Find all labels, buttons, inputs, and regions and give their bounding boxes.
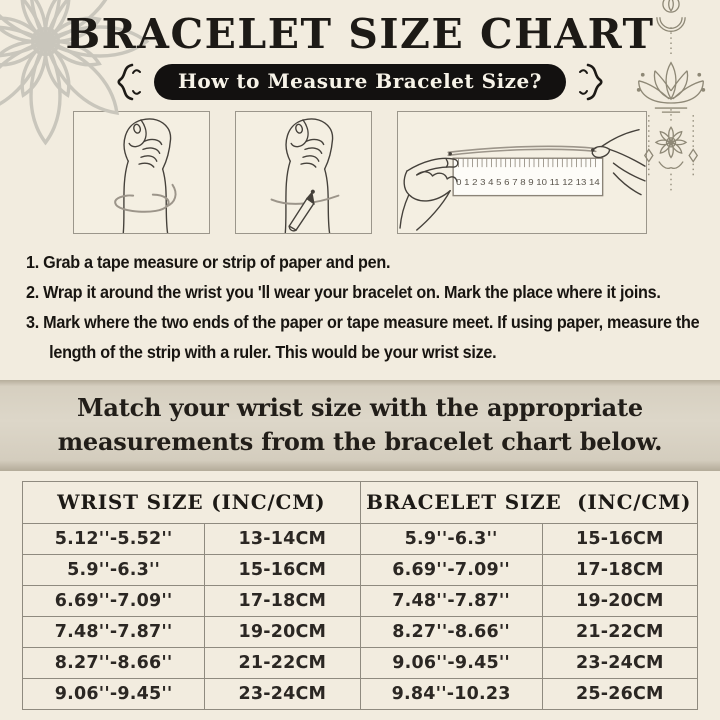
ruler-numbers: 0 1 2 3 4 5 6 7 8 9 10 11 12 13 14: [456, 177, 600, 187]
table-row: 5.12''-5.52'' 13-14CM 5.9''-6.3'' 15-16C…: [21, 522, 699, 555]
bracelet-inches-cell: 9.84''-10.23: [359, 677, 543, 710]
wrist-inches-cell: 6.69''-7.09'': [21, 584, 206, 617]
table-row: 6.69''-7.09'' 17-18CM 7.48''-7.87'' 19-2…: [21, 584, 699, 617]
pen-icon: [288, 191, 315, 232]
table-row: 9.06''-9.45'' 23-24CM 9.84''-10.23 25-26…: [21, 677, 699, 710]
bracelet-cm-cell: 19-20CM: [541, 584, 699, 617]
bracelet-cm-cell: 23-24CM: [541, 646, 699, 679]
wrist-cm-cell: 23-24CM: [204, 677, 361, 710]
left-hand: [399, 157, 459, 231]
lotus-hanging-ornament-icon: [636, 0, 706, 194]
how-to-measure-badge: How to Measure Bracelet Size?: [154, 64, 566, 101]
step-text: Mark where the two ends of the paper or …: [43, 312, 700, 363]
wrist-inches-cell: 8.27''-8.66'': [21, 646, 206, 679]
bracelet-inches-cell: 6.69''-7.09'': [359, 553, 543, 586]
wrap-tape-around-wrist-illustration: [73, 111, 210, 235]
wrist-cm-cell: 19-20CM: [204, 615, 361, 648]
banner-text: Match your wrist size with the appropria…: [57, 393, 663, 456]
step-marker: 2.: [26, 282, 39, 303]
step-text: Wrap it around the wrist you 'll wear yo…: [43, 282, 661, 303]
wrist-cm-cell: 15-16CM: [204, 553, 361, 586]
instruction-step-1: 1. Grab a tape measure or strip of paper…: [26, 247, 716, 277]
wrist-inches-cell: 7.48''-7.87'': [21, 615, 206, 648]
bracelet-cm-cell: 17-18CM: [541, 553, 699, 586]
mandala-flower-icon: [0, 0, 150, 146]
step-marker: 1.: [26, 252, 39, 273]
wrist-cm-cell: 13-14CM: [204, 522, 361, 555]
bracelet-cm-cell: 21-22CM: [541, 615, 699, 648]
bracelet-inches-cell: 5.9''-6.3'': [359, 522, 543, 555]
step-text: Grab a tape measure or strip of paper an…: [43, 252, 391, 273]
wrist-inches-cell: 5.12''-5.52'': [21, 522, 206, 555]
page-title: BRACELET SIZE CHART: [65, 10, 655, 58]
bracelet-size-header: BRACELET SIZE (INC/CM): [359, 480, 698, 524]
bracelet-cm-cell: 15-16CM: [541, 522, 699, 555]
paper-strip: [447, 145, 597, 157]
size-chart-table: WRIST SIZE (INC/CM) BRACELET SIZE (INC/C…: [21, 480, 699, 710]
wrist-cm-cell: 21-22CM: [204, 646, 361, 679]
bracelet-inches-cell: 7.48''-7.87'': [359, 584, 543, 617]
right-hand: [591, 129, 646, 196]
wrist-cm-cell: 17-18CM: [204, 584, 361, 617]
bracelet-cm-cell: 25-26CM: [541, 677, 699, 710]
ruler-icon: 0 1 2 3 4 5 6 7 8 9 10 11 12 13 14: [452, 157, 604, 197]
table-row: 7.48''-7.87'' 19-20CM 8.27''-8.66'' 21-2…: [21, 615, 699, 648]
header: BRACELET SIZE CHART How to Measure Brace…: [0, 0, 720, 102]
bracelet-inches-cell: 8.27''-8.66'': [359, 615, 543, 648]
badge-row: How to Measure Bracelet Size?: [0, 62, 720, 102]
bracelet-inches-cell: 9.06''-9.45'': [359, 646, 543, 679]
wrist-size-header: WRIST SIZE (INC/CM): [22, 480, 361, 524]
instructions-list: 1. Grab a tape measure or strip of paper…: [26, 247, 716, 367]
left-flourish-icon: [117, 63, 141, 101]
measure-strip-with-ruler-illustration: 0 1 2 3 4 5 6 7 8 9 10 11 12 13 14: [397, 111, 647, 235]
step-marker: 3.: [26, 312, 39, 333]
wrist-inches-cell: 5.9''-6.3'': [21, 553, 206, 586]
table-header-row: WRIST SIZE (INC/CM) BRACELET SIZE (INC/C…: [22, 480, 698, 524]
table-row: 5.9''-6.3'' 15-16CM 6.69''-7.09'' 17-18C…: [21, 553, 699, 586]
wrist-inches-cell: 9.06''-9.45'': [21, 677, 206, 710]
mark-wrist-with-pen-illustration: [235, 111, 372, 235]
instruction-step-2: 2. Wrap it around the wrist you 'll wear…: [26, 277, 716, 307]
instruction-step-3: 3. Mark where the two ends of the paper …: [26, 307, 716, 367]
how-to-measure-illustrations: 0 1 2 3 4 5 6 7 8 9 10 11 12 13 14: [0, 111, 720, 235]
right-flourish-icon: [578, 63, 603, 101]
table-row: 8.27''-8.66'' 21-22CM 9.06''-9.45'' 23-2…: [21, 646, 699, 679]
match-size-banner: Match your wrist size with the appropria…: [0, 380, 720, 471]
